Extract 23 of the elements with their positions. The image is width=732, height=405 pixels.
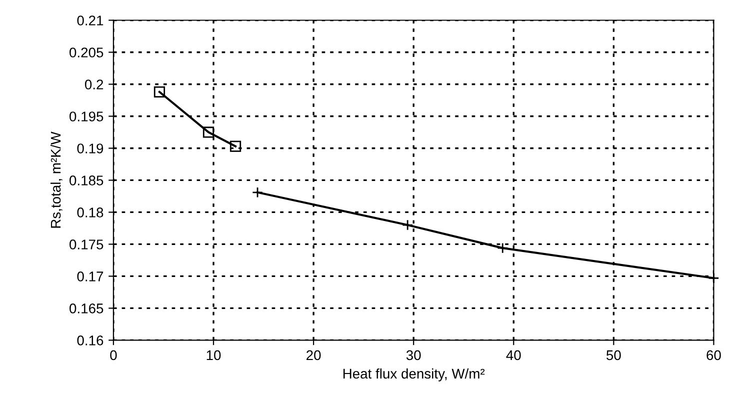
- y-tick-label: 0.18: [77, 208, 104, 218]
- x-tick-label: 60: [706, 350, 721, 360]
- x-tick-label: 10: [206, 350, 221, 360]
- y-tick-label: 0.19: [77, 144, 104, 154]
- y-tick-label: 0.205: [70, 48, 104, 58]
- y-tick-label: 0.185: [70, 176, 104, 186]
- x-tick-label: 50: [606, 350, 621, 360]
- y-tick-label: 0.195: [70, 112, 104, 122]
- y-tick-label: 0.17: [77, 272, 104, 282]
- point: [202, 126, 214, 138]
- y-tick-label: 0.2: [84, 80, 104, 90]
- y-tick-label: 0.175: [70, 240, 104, 250]
- y-tick-label: 0.16: [77, 336, 104, 346]
- x-tick-label: 40: [506, 350, 521, 360]
- y-tick-label: 0.165: [70, 304, 104, 314]
- x-tick-label: 20: [306, 350, 321, 360]
- x-tick-label: 30: [406, 350, 421, 360]
- y-tick-label: 0.21: [77, 16, 104, 26]
- y-axis-title: Rs,total, m²K/W: [50, 132, 62, 228]
- point: [230, 140, 242, 152]
- x-axis-title: Heat flux density, W/m²: [343, 368, 485, 382]
- x-tick-label: 0: [110, 350, 117, 360]
- point: [154, 86, 166, 98]
